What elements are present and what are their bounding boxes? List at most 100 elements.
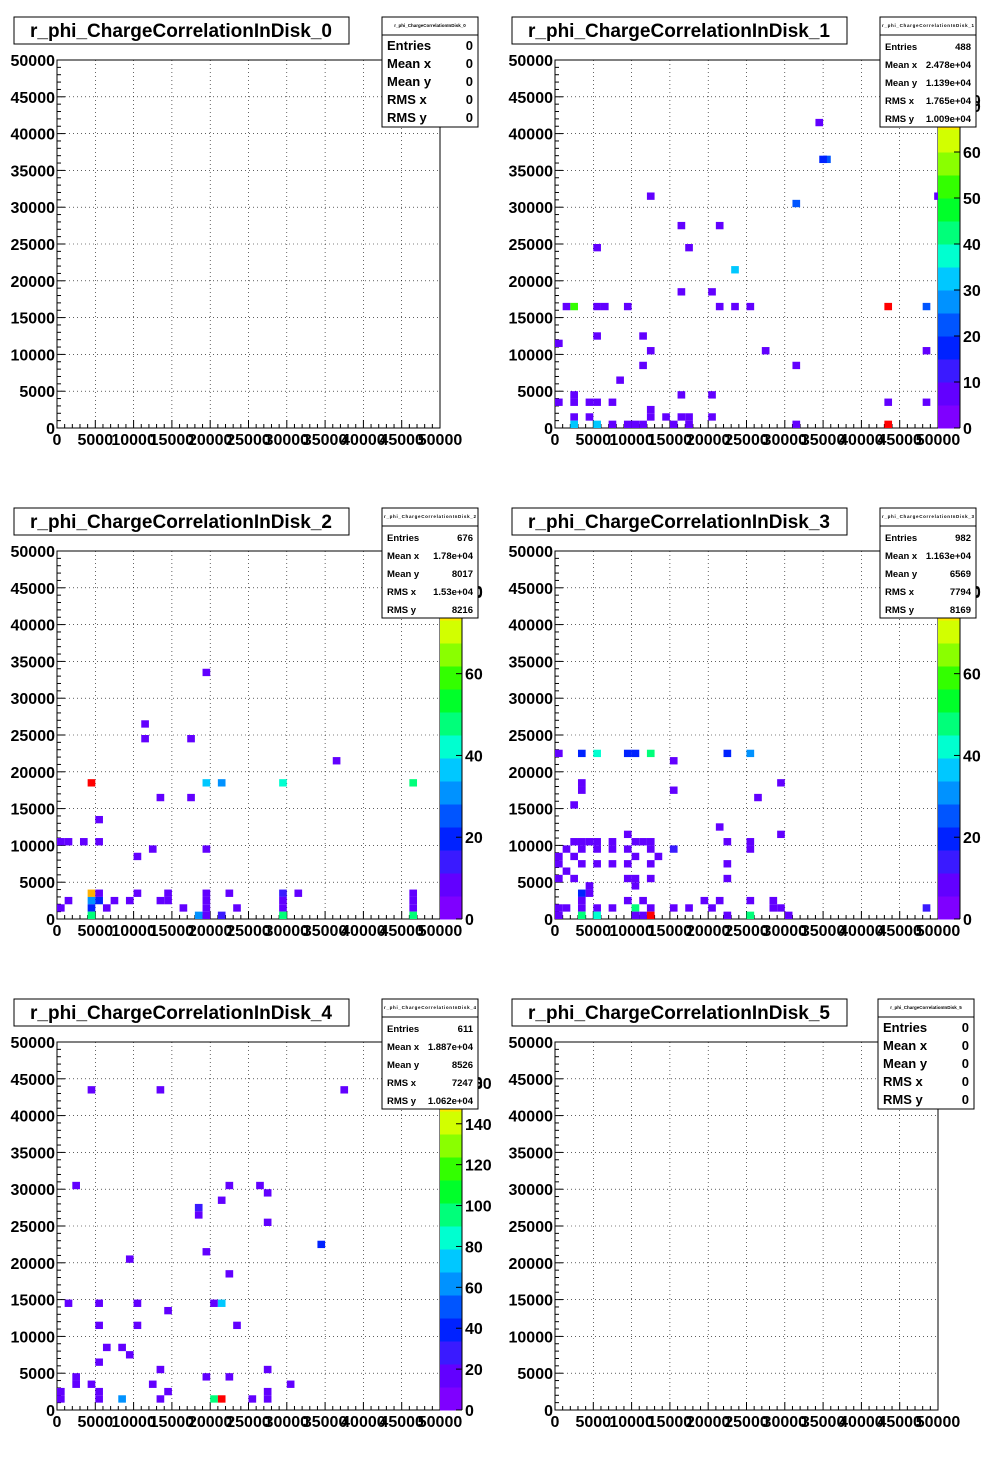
heatmap-cell [631, 874, 640, 883]
title-box [511, 16, 848, 45]
colorbar-tick-label: 0 [963, 912, 972, 929]
stats-label: Mean x [885, 60, 918, 71]
y-tick-label: 5000 [19, 875, 55, 892]
heatmap-cell [263, 1218, 272, 1226]
heatmap-cell [746, 845, 755, 853]
stats-box [879, 16, 977, 128]
heatmap-cell [746, 749, 755, 758]
x-tick-label: 15000 [150, 1414, 195, 1431]
heatmap-cell [118, 1395, 126, 1403]
heatmap-cell [723, 911, 732, 919]
colorbar-segment [440, 896, 462, 920]
heatmap-cell [585, 882, 594, 890]
colorbar-segment [440, 1295, 462, 1319]
y-tick-label: 25000 [509, 728, 554, 745]
stats-value: 1.062e+04 [428, 1096, 474, 1107]
stats-value: 488 [955, 42, 971, 53]
y-tick-label: 5000 [19, 1366, 55, 1383]
heatmap-cell [577, 889, 586, 897]
x-tick-label: 35000 [801, 923, 846, 940]
x-tick-label: 10000 [111, 1414, 156, 1431]
heatmap-cell [562, 904, 571, 912]
heatmap-cell [187, 793, 195, 802]
x-tick-label: 40000 [839, 923, 884, 940]
x-tick-label: 45000 [877, 923, 922, 940]
x-tick-label: 5000 [576, 1414, 612, 1431]
stats-label: Entries [883, 1020, 927, 1035]
x-tick-label: 50000 [418, 1414, 463, 1431]
y-tick-label: 50000 [11, 53, 56, 70]
heatmap-cell [217, 911, 226, 919]
colorbar-tick-label: 120 [465, 1158, 492, 1175]
heatmap-cell [555, 339, 563, 348]
heatmap-cell [217, 1299, 226, 1307]
heatmap-cell [256, 1181, 264, 1190]
heatmap-cell [922, 347, 931, 355]
x-tick-label: 35000 [303, 1414, 348, 1431]
colorbar-segment [938, 758, 960, 782]
heatmap-cell [639, 361, 647, 370]
heatmap-cell [585, 838, 594, 846]
heatmap-cell [623, 845, 632, 853]
heatmap-cell [677, 413, 686, 421]
y-tick-label: 10000 [11, 347, 56, 364]
heatmap-cell [95, 1299, 103, 1307]
colorbar-segment [440, 735, 462, 759]
heatmap-cell [164, 1306, 172, 1315]
y-tick-label: 50000 [509, 1035, 554, 1052]
y-tick-label: 15000 [11, 311, 56, 328]
heatmap-cell [677, 288, 686, 296]
x-tick-label: 35000 [801, 432, 846, 449]
heatmap-cell [723, 838, 732, 846]
stats-value: 1.53e+04 [433, 587, 474, 598]
y-tick-label: 10000 [509, 347, 554, 364]
stats-label: RMS x [387, 92, 428, 107]
heatmap-cell [608, 398, 617, 406]
stats-value: 0 [962, 1056, 969, 1071]
heatmap-cell [187, 735, 195, 743]
y-tick-label: 5000 [517, 1366, 553, 1383]
x-tick-label: 25000 [724, 923, 769, 940]
y-tick-label: 25000 [11, 237, 56, 254]
x-tick-label: 30000 [265, 1414, 310, 1431]
y-tick-label: 15000 [11, 802, 56, 819]
heatmap-cell [577, 749, 586, 758]
colorbar-segment [440, 1134, 462, 1158]
colorbar-segment [440, 1157, 462, 1181]
heatmap-cell [723, 749, 732, 758]
stats-value: 1.887e+04 [428, 1042, 474, 1053]
heatmap-cell [87, 889, 96, 897]
heatmap-cell [233, 904, 241, 912]
heatmap-cell [577, 904, 586, 912]
heatmap-cell [409, 889, 418, 897]
heatmap-cell [570, 398, 578, 406]
stats-label: Mean x [387, 56, 432, 71]
colorbar-segment [938, 129, 960, 153]
heatmap-cell [87, 904, 96, 912]
stats-label: Mean y [885, 78, 918, 89]
colorbar-segment [440, 1387, 462, 1411]
colorbar-tick-label: 20 [465, 1362, 483, 1379]
x-tick-label: 10000 [609, 432, 654, 449]
heatmap-cell [279, 904, 287, 912]
heatmap-cell [125, 1351, 134, 1359]
heatmap-cell [194, 911, 203, 919]
heatmap-cell [677, 221, 686, 230]
stats-label: Mean y [387, 74, 432, 89]
heatmap-cell [777, 904, 785, 912]
colorbar-segment [938, 620, 960, 644]
y-tick-label: 35000 [509, 1145, 554, 1162]
heatmap-cell [577, 786, 586, 794]
heatmap-cell [715, 896, 724, 905]
heatmap-cell [662, 413, 670, 421]
heatmap-cell [708, 288, 716, 296]
heatmap-cell [210, 1299, 218, 1307]
y-tick-label: 0 [46, 1403, 55, 1420]
colorbar-segment [938, 290, 960, 314]
heatmap-cell [87, 1380, 96, 1388]
colorbar-segment [938, 336, 960, 360]
heatmap-cell [646, 904, 655, 912]
heatmap-cell [141, 735, 149, 743]
heatmap-cell [133, 1321, 142, 1330]
